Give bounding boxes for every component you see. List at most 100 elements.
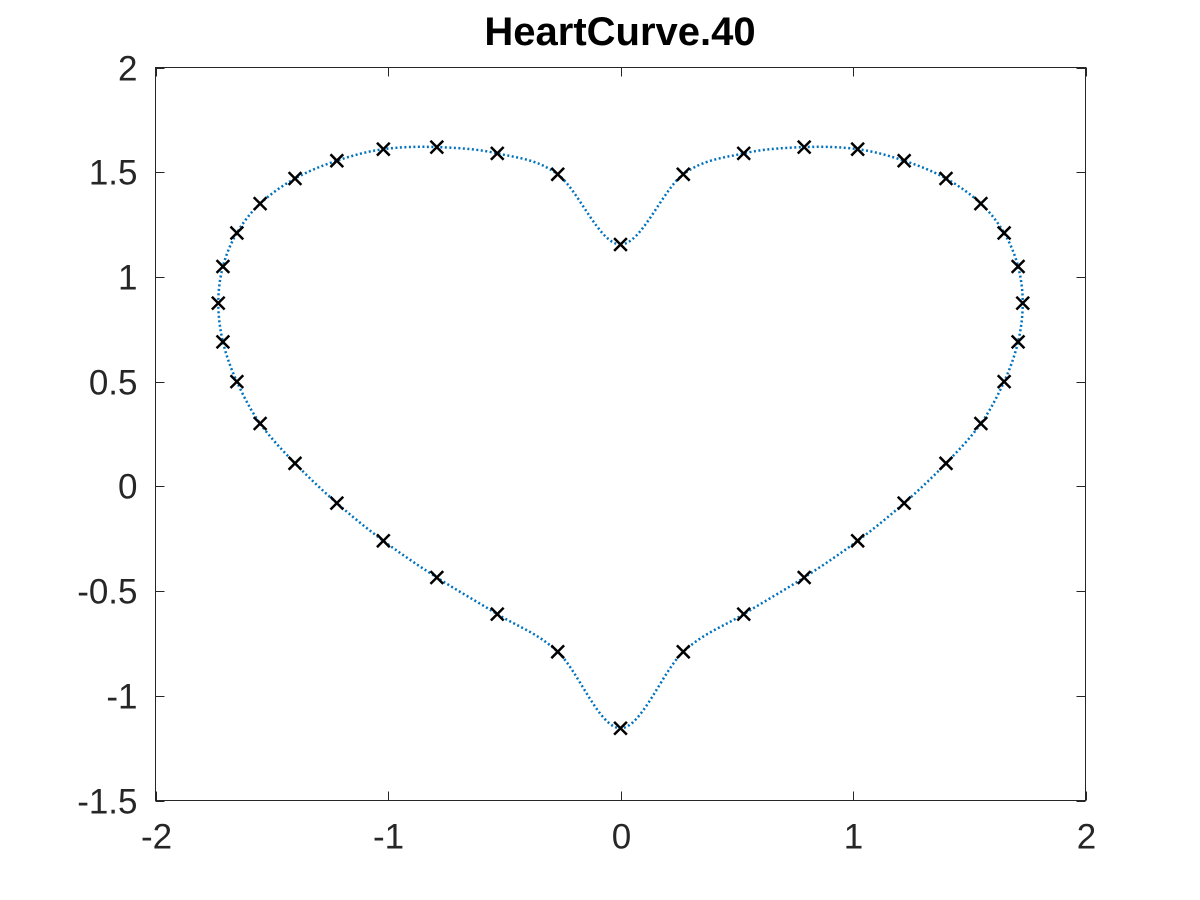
data-point-marker bbox=[215, 259, 231, 274]
data-point-marker bbox=[996, 374, 1012, 389]
marker-stroke bbox=[376, 141, 391, 157]
chart-title: HeartCurve.40 bbox=[484, 10, 755, 54]
marker-stroke bbox=[252, 196, 268, 211]
marker-stroke bbox=[429, 139, 445, 155]
x-tick-label: -2 bbox=[141, 818, 172, 857]
data-point-marker bbox=[429, 570, 445, 585]
data-point-marker bbox=[613, 720, 628, 736]
tick-labels: -2 -1 0 1 2 -1.5 -1 -0.5 0 0.5 1 1.5 2 bbox=[77, 50, 1096, 857]
series-group bbox=[211, 139, 1030, 736]
data-point-marker bbox=[996, 225, 1012, 241]
data-point-marker bbox=[215, 334, 231, 350]
data-point-marker bbox=[550, 167, 565, 182]
data-point-marker bbox=[613, 237, 628, 252]
y-tick-label: 2 bbox=[118, 50, 137, 89]
marker-stroke bbox=[429, 570, 445, 585]
y-tick-label: 0 bbox=[118, 468, 137, 507]
data-point-marker bbox=[229, 225, 245, 241]
data-point-marker bbox=[938, 456, 954, 471]
data-point-marker bbox=[287, 456, 303, 471]
data-point-marker bbox=[252, 196, 268, 211]
data-point-marker bbox=[896, 495, 912, 511]
data-point-marker bbox=[1010, 334, 1026, 350]
marker-stroke bbox=[229, 225, 245, 241]
data-point-marker bbox=[676, 167, 691, 182]
marker-stroke bbox=[896, 495, 912, 511]
marker-stroke bbox=[1010, 334, 1026, 350]
marker-stroke bbox=[287, 456, 303, 471]
marker-stroke bbox=[613, 720, 628, 736]
axis-ticks bbox=[155, 67, 1087, 802]
y-tick-label: 1 bbox=[118, 259, 137, 298]
data-point-marker bbox=[973, 416, 989, 431]
marker-stroke bbox=[329, 495, 345, 511]
data-point-marker bbox=[252, 416, 268, 431]
data-point-marker bbox=[329, 153, 345, 168]
data-point-marker bbox=[376, 141, 391, 157]
marker-stroke bbox=[850, 141, 865, 157]
marker-stroke bbox=[996, 225, 1012, 241]
data-point-marker bbox=[676, 644, 691, 660]
data-point-marker bbox=[938, 171, 954, 186]
data-point-marker bbox=[796, 570, 812, 585]
marker-stroke bbox=[490, 146, 505, 161]
data-point-marker bbox=[850, 141, 865, 157]
x-tick-label: 1 bbox=[844, 818, 863, 857]
marker-stroke bbox=[215, 259, 231, 274]
series-line bbox=[217, 145, 1024, 730]
marker-stroke bbox=[215, 334, 231, 350]
data-point-marker bbox=[490, 146, 505, 161]
marker-stroke bbox=[287, 171, 303, 186]
marker-stroke bbox=[252, 416, 268, 431]
marker-stroke bbox=[938, 171, 954, 186]
data-point-marker bbox=[973, 196, 989, 211]
x-tick-label: -1 bbox=[373, 818, 404, 857]
data-point-marker bbox=[1010, 259, 1026, 274]
marker-stroke bbox=[490, 606, 505, 622]
plot-area bbox=[155, 67, 1086, 801]
data-point-marker bbox=[850, 533, 865, 549]
marker-stroke bbox=[1015, 295, 1030, 311]
data-point-marker bbox=[1015, 295, 1030, 311]
y-tick-label: 1.5 bbox=[89, 154, 138, 193]
data-point-marker bbox=[550, 644, 565, 660]
marker-stroke bbox=[896, 153, 912, 168]
marker-stroke bbox=[676, 644, 691, 660]
marker-stroke bbox=[211, 295, 226, 311]
marker-stroke bbox=[229, 374, 245, 389]
data-point-marker bbox=[796, 139, 812, 155]
y-tick-label: -0.5 bbox=[77, 573, 137, 612]
marker-stroke bbox=[736, 146, 751, 161]
data-point-marker bbox=[736, 146, 751, 161]
data-point-marker bbox=[429, 139, 445, 155]
y-tick-label: -1 bbox=[106, 678, 137, 717]
marker-stroke bbox=[329, 153, 345, 168]
marker-stroke bbox=[996, 374, 1012, 389]
data-point-marker bbox=[287, 171, 303, 186]
marker-stroke bbox=[676, 167, 691, 182]
marker-stroke bbox=[613, 237, 628, 252]
marker-stroke bbox=[1010, 259, 1026, 274]
data-point-marker bbox=[376, 533, 391, 549]
data-point-marker bbox=[329, 495, 345, 511]
y-tick-label: 0.5 bbox=[89, 364, 138, 403]
marker-stroke bbox=[973, 416, 989, 431]
data-point-marker bbox=[896, 153, 912, 168]
data-point-marker bbox=[736, 606, 751, 622]
marker-stroke bbox=[736, 606, 751, 622]
x-tick-label: 0 bbox=[612, 818, 631, 857]
data-point-marker bbox=[229, 374, 245, 389]
data-point-marker bbox=[490, 606, 505, 622]
y-tick-label: -1.5 bbox=[77, 783, 137, 822]
data-point-marker bbox=[211, 295, 226, 311]
marker-stroke bbox=[796, 570, 812, 585]
marker-stroke bbox=[376, 533, 391, 549]
x-tick-label: 2 bbox=[1077, 818, 1096, 857]
marker-stroke bbox=[973, 196, 989, 211]
marker-stroke bbox=[550, 644, 565, 660]
marker-stroke bbox=[850, 533, 865, 549]
marker-stroke bbox=[938, 456, 954, 471]
marker-stroke bbox=[550, 167, 565, 182]
marker-stroke bbox=[796, 139, 812, 155]
